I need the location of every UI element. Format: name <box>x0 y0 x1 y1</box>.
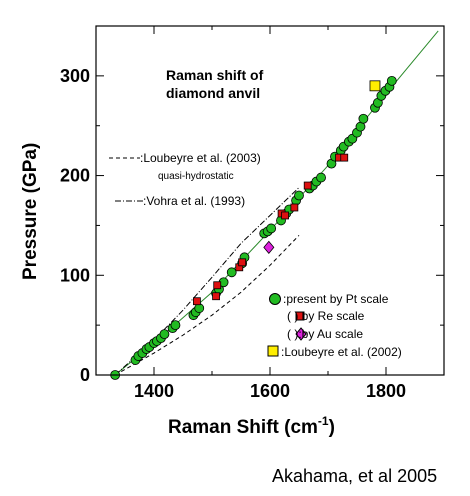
point-present-by-pt-scale <box>316 172 326 183</box>
point-present-by-pt-scale <box>226 267 237 278</box>
point-by-re-scale <box>193 297 201 306</box>
line-loubeyre-et-al-2003 <box>114 235 300 376</box>
y-tick-label: 300 <box>60 66 90 86</box>
chart-title-line-2: diamond anvil <box>166 85 260 101</box>
point-present-by-pt-scale <box>170 320 181 331</box>
x-tick-label: 1800 <box>366 381 406 401</box>
y-tick-label: 200 <box>60 166 90 186</box>
point-by-re-scale <box>238 258 247 267</box>
x-tick-label: 1600 <box>250 381 290 401</box>
point-by-re-scale <box>340 153 349 162</box>
data-points <box>110 75 397 380</box>
chart-title-line-1: Raman shift of <box>166 67 264 83</box>
legend-loubeyre-2003-label: :Loubeyre et al. (2003) <box>140 151 261 165</box>
legend-quasi-hydrostatic-label: quasi-hydrostatic <box>158 171 234 182</box>
point-by-re-scale <box>213 281 222 290</box>
y-tick-label: 0 <box>80 365 90 385</box>
legend-loubeyre-2002-label: :Loubeyre et al. (2002) <box>281 345 402 359</box>
legend-loubeyre-2002-marker <box>267 345 279 357</box>
y-axis-title: Pressure (GPa) <box>20 143 41 280</box>
point-present-by-pt-scale <box>358 113 369 124</box>
source-credit: Akahama, et al 2005 <box>272 466 438 486</box>
point-by-re-scale <box>290 203 299 212</box>
legend-re-label: ( ) by Re scale <box>287 309 365 323</box>
axes: 1400 1600 1800 0 100 200 300 <box>60 25 445 401</box>
legend-pt-marker <box>269 293 281 305</box>
legend-re-marker <box>295 311 305 321</box>
point-present-by-pt-scale <box>386 75 397 86</box>
point-present-by-pt-scale <box>159 329 170 340</box>
point-by-au-scale <box>263 240 275 254</box>
point-present-by-pt-scale <box>294 190 304 201</box>
x-axis-title: Raman Shift (cm-1) <box>168 414 335 438</box>
point-loubeyre-et-al-2002 <box>369 80 381 92</box>
x-tick-label: 1400 <box>134 381 174 401</box>
point-present-by-pt-scale <box>266 223 277 234</box>
legend-au-marker <box>295 327 307 341</box>
point-by-re-scale <box>212 292 220 301</box>
point-by-re-scale <box>281 211 289 220</box>
legend-vohra-1993-label: :Vohra et al. (1993) <box>143 194 245 208</box>
legend-au-label: ( ):by Au scale <box>287 327 363 341</box>
y-tick-label: 100 <box>60 265 90 285</box>
legend-pt-label: :present by Pt scale <box>283 292 389 306</box>
point-by-re-scale <box>303 181 312 190</box>
